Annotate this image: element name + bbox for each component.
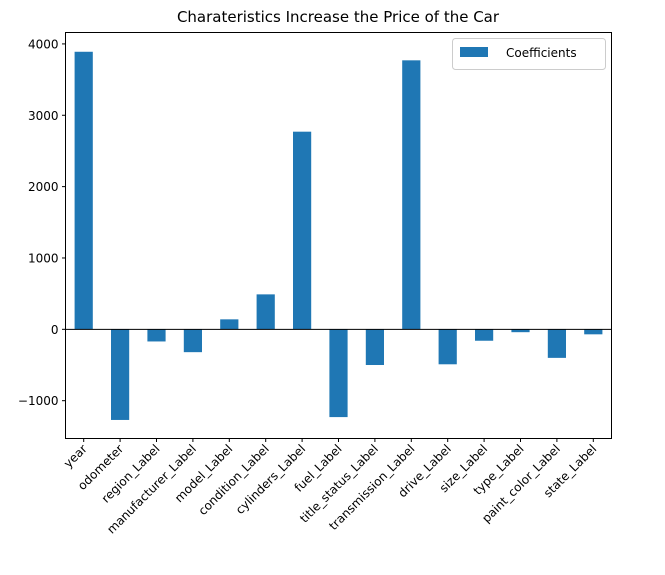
y-axis: −1000 0 1000 2000 3000 4000	[18, 37, 66, 408]
legend-label: Coefficients	[506, 46, 577, 60]
x-axis: yearodometerregion_Labelmanufacturer_Lab…	[61, 438, 599, 537]
bar-transmission_Label	[402, 60, 421, 330]
plot-frame	[65, 32, 612, 439]
bar-year	[74, 51, 93, 330]
y-tick-label: 3000	[28, 109, 59, 123]
bar-region_Label	[147, 329, 166, 342]
chart-title: Charateristics Increase the Price of the…	[177, 8, 500, 26]
y-tick-label: 1000	[28, 251, 59, 265]
bar-fuel_Label	[329, 329, 348, 418]
y-tick-label: 2000	[28, 180, 59, 194]
bars-group	[74, 51, 603, 420]
bar-manufacturer_Label	[183, 329, 202, 353]
y-tick-label: −1000	[18, 394, 59, 408]
y-tick-label: 4000	[28, 37, 59, 51]
bar-cylinders_Label	[293, 131, 312, 330]
bar-title_status_Label	[365, 329, 384, 366]
y-tick-label: 0	[51, 323, 59, 337]
bar-model_Label	[220, 319, 239, 330]
bar-condition_Label	[256, 294, 275, 330]
legend-box	[452, 38, 606, 70]
x-tick-label: year	[61, 442, 90, 471]
bar-odometer	[111, 329, 130, 420]
bar-size_Label	[475, 329, 494, 341]
legend-swatch	[460, 47, 488, 57]
legend: Coefficients	[452, 38, 606, 70]
bar-type_Label	[511, 329, 530, 333]
bar-state_Label	[584, 329, 603, 335]
bar-drive_Label	[438, 329, 457, 365]
bar-paint_color_Label	[547, 329, 566, 358]
